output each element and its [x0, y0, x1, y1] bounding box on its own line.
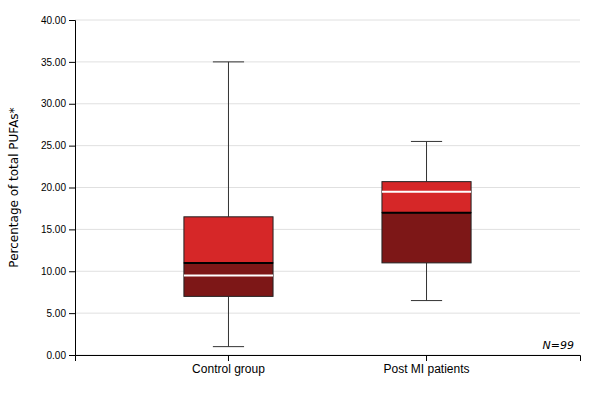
whisker-cap	[213, 346, 244, 347]
y-tick-label: 25.00	[41, 140, 66, 151]
grid-line	[75, 229, 580, 230]
whisker	[228, 62, 229, 217]
x-axis-line	[76, 356, 581, 362]
whisker-cap	[411, 300, 442, 301]
y-tick-mark	[69, 62, 75, 63]
y-tick-label: 5.00	[47, 308, 67, 319]
whisker-cap	[411, 141, 442, 142]
y-tick-mark	[69, 313, 75, 314]
y-tick: 5.00	[47, 308, 75, 319]
y-tick-mark	[69, 20, 75, 21]
box-upper	[382, 182, 471, 213]
y-axis: 0.00 5.00 10.00 15.00 20.00 25.00 30.00 35.00 40…	[41, 15, 76, 361]
grid-line	[75, 103, 580, 104]
y-tick-mark	[69, 229, 75, 230]
y-tick-mark	[69, 146, 75, 147]
plot-area: 0.00 5.00 10.00 15.00 20.00 25.00 30.00 35.00 40…	[41, 15, 581, 376]
grid-line	[75, 145, 580, 146]
y-tick: 30.00	[41, 98, 75, 109]
box	[382, 141, 471, 300]
annotation: N=99	[543, 339, 574, 352]
y-tick-label: 40.00	[41, 15, 66, 26]
x-tick-mark	[426, 355, 427, 361]
whisker	[228, 296, 229, 346]
x-tick-label: Post MI patients	[383, 362, 469, 376]
median-line	[184, 262, 273, 264]
x-tick: Post MI patients	[383, 355, 469, 376]
y-tick-mark	[69, 271, 75, 272]
box-lower	[382, 213, 471, 263]
grid	[75, 20, 580, 355]
whisker	[426, 141, 427, 181]
mean-line	[382, 191, 471, 193]
y-tick: 40.00	[41, 15, 75, 26]
whisker	[426, 263, 427, 301]
chart: 0.00 5.00 10.00 15.00 20.00 25.00 30.00 35.00 40…	[0, 0, 600, 400]
y-tick: 15.00	[41, 224, 75, 235]
y-tick: 0.00	[47, 350, 75, 361]
y-axis-title: Percentage of total PUFAs*	[7, 107, 21, 267]
grid-line	[75, 187, 580, 188]
y-tick-label: 15.00	[41, 224, 66, 235]
box-upper	[184, 217, 273, 263]
y-tick: 20.00	[41, 182, 75, 193]
x-tick-label: Control group	[192, 362, 265, 376]
y-tick-label: 35.00	[41, 57, 66, 68]
grid-line	[75, 61, 580, 62]
y-tick-label: 30.00	[41, 98, 66, 109]
y-tick-label: 10.00	[41, 266, 66, 277]
y-tick-label: 0.00	[47, 350, 67, 361]
mean-line	[184, 274, 273, 276]
median-line	[382, 212, 471, 214]
y-axis-line	[69, 21, 76, 356]
x-axis: Control group Post MI patients	[76, 355, 581, 376]
y-tick-mark	[69, 188, 75, 189]
box	[184, 62, 273, 347]
marks	[184, 62, 471, 347]
whisker-cap	[213, 61, 244, 62]
y-tick-mark	[69, 104, 75, 105]
x-tick: Control group	[192, 355, 265, 376]
x-tick-mark	[228, 355, 229, 361]
y-tick: 25.00	[41, 140, 75, 151]
grid-line	[75, 271, 580, 272]
grid-line	[75, 20, 580, 21]
y-tick-label: 20.00	[41, 182, 66, 193]
y-tick-mark	[69, 355, 75, 356]
box-lower	[184, 263, 273, 297]
y-tick: 10.00	[41, 266, 75, 277]
y-tick: 35.00	[41, 57, 75, 68]
grid-line	[75, 313, 580, 314]
